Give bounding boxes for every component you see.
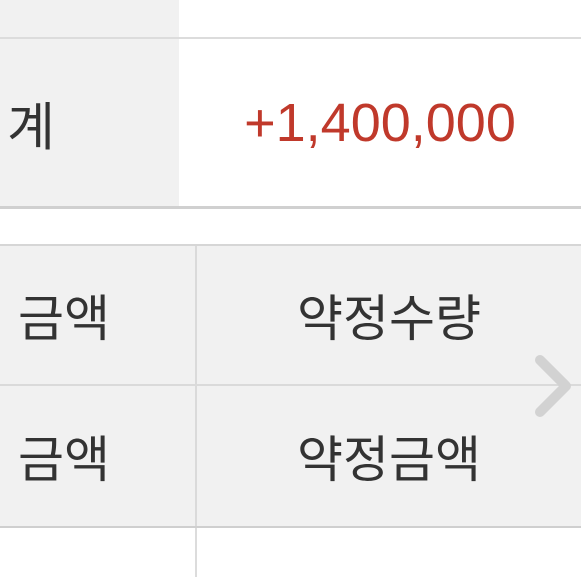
table-cell-label: 금액 [18, 431, 110, 489]
table-cell-left: 금액 [0, 386, 195, 526]
table-cell-left: 금액 [0, 246, 195, 384]
table-cell-label: 약정금액 [297, 431, 481, 489]
column-divider [195, 386, 197, 526]
summary-divider [0, 37, 581, 39]
table-cell-label: 약정수량 [297, 290, 481, 348]
table-row: 금액 약정금액 [0, 386, 581, 528]
table-cell-right [197, 528, 581, 577]
table-row [0, 528, 581, 577]
column-divider [195, 246, 197, 384]
summary-label-cell: 계 [0, 39, 179, 206]
summary-header-cell [0, 0, 179, 37]
detail-table: 금액 약정수량 금액 약정금액 [0, 244, 581, 577]
scroll-next-button[interactable] [528, 352, 578, 422]
table-cell-right: 약정금액 [197, 386, 581, 526]
table-cell-label: 금액 [18, 290, 110, 348]
summary-total-value: +1,400,000 [244, 92, 516, 153]
summary-value-cell: +1,400,000 [179, 39, 581, 206]
column-divider [195, 528, 197, 577]
summary-label: 계 [7, 98, 55, 158]
summary-table: 계 +1,400,000 [0, 0, 581, 209]
table-cell-right: 약정수량 [197, 246, 581, 384]
table-row: 금액 약정수량 [0, 246, 581, 386]
table-cell-left [0, 528, 195, 577]
chevron-right-icon [535, 355, 571, 417]
